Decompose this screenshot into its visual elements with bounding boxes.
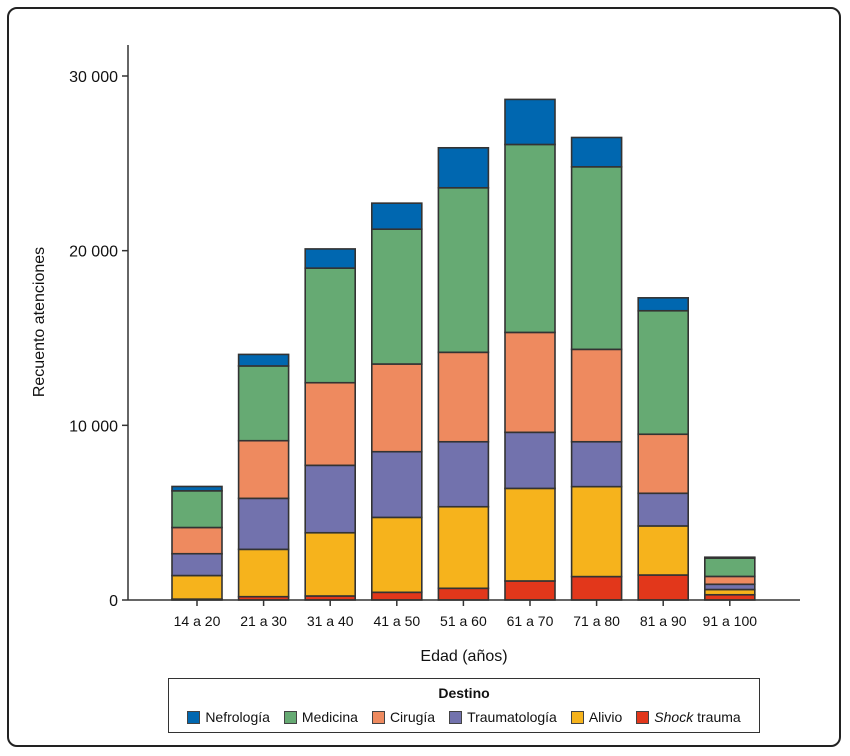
bar-segment [570, 575, 623, 601]
bar-segment [304, 381, 357, 467]
x-tick-label: 21 a 30 [240, 613, 287, 629]
legend-swatch [570, 710, 584, 724]
legend-item: Shock trauma [636, 709, 741, 725]
bar-segment [171, 552, 223, 577]
bar-segment [304, 248, 357, 269]
legend-label-rest: trauma [693, 709, 741, 725]
y-tick-label: 0 [109, 593, 118, 610]
bar-segment [237, 497, 290, 551]
legend-label: Shock trauma [654, 709, 740, 725]
bar-segment [304, 267, 357, 384]
bar-segment [370, 591, 423, 601]
bar-segment [504, 98, 556, 146]
bar-segment [637, 297, 690, 312]
legend-swatch [636, 710, 650, 724]
legend-item: Nefrología [187, 709, 270, 725]
legend-label: Traumatología [467, 709, 557, 725]
bar-segment [504, 331, 556, 434]
bar-segment [437, 146, 490, 189]
legend-label-italic: Shock [654, 709, 694, 725]
bar-segment [637, 433, 690, 495]
bar-segment [570, 485, 623, 578]
bar-segment [237, 439, 290, 500]
x-tick-label: 61 a 70 [507, 613, 554, 629]
bar-segment [703, 556, 756, 559]
bar-segment [171, 574, 223, 600]
bar-segment [504, 580, 556, 601]
bar-segment [171, 490, 223, 529]
legend-item: Medicina [283, 709, 358, 725]
legend: Destino Nefrología Medicina Cirugía Traumat… [168, 678, 760, 733]
legend-label: Cirugía [389, 709, 436, 725]
bar-segment [570, 136, 623, 168]
x-tick-label: 31 a 40 [307, 613, 354, 629]
bar-segment [570, 440, 623, 488]
legend-title: Destino [438, 685, 490, 701]
legend-items: Nefrología Medicina Cirugía Traumatología Al… [169, 709, 759, 725]
bar-segment [171, 526, 223, 555]
bar-segment [237, 353, 290, 367]
bar-segment [437, 587, 490, 601]
legend-item: Cirugía [371, 709, 436, 725]
bar-segment [370, 202, 423, 230]
x-tick-label: 14 a 20 [174, 613, 221, 629]
bar-segment [504, 487, 556, 582]
legend-label: Alivio [588, 709, 623, 725]
bar-segment [370, 228, 423, 365]
bar-segment [437, 351, 490, 443]
bar-segment [570, 348, 623, 443]
legend-swatch [187, 710, 201, 724]
bar-segment [637, 525, 690, 576]
bar-segment [304, 531, 357, 597]
legend-item: Traumatología [449, 709, 557, 725]
bar-segment [437, 505, 490, 590]
bar-segment [237, 365, 290, 442]
legend-item: Alivio [570, 709, 623, 725]
bar-segment [637, 309, 690, 436]
bar-segment [703, 557, 756, 578]
x-tick-label: 51 a 60 [440, 613, 487, 629]
legend-label: Medicina [301, 709, 358, 725]
legend-swatch [283, 710, 297, 724]
x-tick-label: 81 a 90 [640, 613, 687, 629]
x-tick-label: 71 a 80 [573, 613, 620, 629]
bar-segment [504, 431, 556, 490]
bar-segment [437, 440, 490, 508]
bar-segment [570, 166, 623, 351]
y-tick-label: 30 000 [69, 69, 118, 86]
x-axis-label: Edad (años) [420, 648, 507, 665]
legend-swatch [449, 710, 463, 724]
figure-frame [7, 7, 841, 747]
y-tick-label: 20 000 [69, 244, 118, 261]
x-tick-label: 91 a 100 [703, 613, 758, 629]
bar-segment [703, 575, 756, 586]
y-tick-label: 10 000 [69, 418, 118, 435]
legend-label: Nefrología [205, 709, 270, 725]
bar-segment [437, 186, 490, 354]
bar-segment [171, 485, 223, 492]
x-tick-label: 41 a 50 [373, 613, 420, 629]
bar-segment [370, 450, 423, 519]
bar-segment [237, 548, 290, 598]
bar-segment [637, 574, 690, 601]
legend-swatch [371, 710, 385, 724]
bar-segment [637, 492, 690, 527]
bar-segment [504, 143, 556, 334]
y-axis-label: Recuento atenciones [31, 247, 48, 397]
bar-segment [304, 464, 357, 534]
bar-segment [370, 363, 423, 453]
bar-segment [370, 516, 423, 594]
